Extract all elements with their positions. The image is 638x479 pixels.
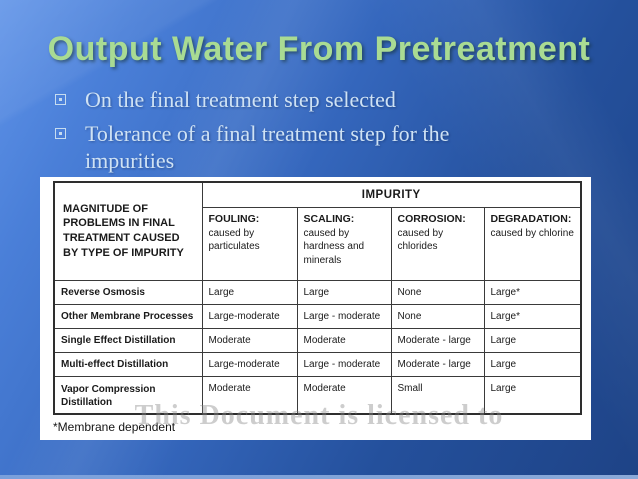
bullet-list: On the final treatment step selected Tol…	[55, 86, 575, 181]
bottom-edge-strip	[0, 475, 638, 479]
impurity-table: MAGNITUDE OF PROBLEMS IN FINAL TREATMENT…	[53, 181, 583, 415]
column-subtitle: caused by particulates	[208, 227, 260, 253]
column-header-degradation: DEGRADATION: caused by chlorine	[483, 206, 582, 281]
table-footnote: *Membrane dependent	[53, 420, 176, 434]
table-cell: None	[390, 279, 485, 305]
column-title: DEGRADATION:	[490, 212, 572, 225]
watermark: This Document is licensed to	[134, 400, 504, 431]
impurity-header-cell: IMPURITY	[201, 181, 582, 208]
square-bullet-icon	[55, 94, 66, 105]
row-label: Multi-effect Distillation	[53, 351, 203, 377]
table-cell: Large	[483, 351, 582, 377]
column-title: SCALING:	[303, 212, 355, 225]
table-cell: Large	[201, 279, 298, 305]
column-header-scaling: SCALING: caused by hardness and minerals	[296, 206, 392, 281]
table-cell: Large - moderate	[296, 303, 392, 329]
table-row: Single Effect Distillation Moderate Mode…	[53, 327, 582, 353]
bullet-item: Tolerance of a final treatment step for …	[55, 120, 575, 174]
impurity-header-row: MAGNITUDE OF PROBLEMS IN FINAL TREATMENT…	[53, 181, 582, 281]
bullet-text: On the final treatment step selected	[85, 87, 396, 112]
table-row: Other Membrane Processes Large-moderate …	[53, 303, 582, 329]
row-label: Reverse Osmosis	[53, 279, 203, 305]
table-row: Reverse Osmosis Large Large None Large*	[53, 279, 582, 305]
row-label: Vapor Compression Distillation	[53, 375, 203, 414]
square-bullet-icon	[55, 128, 66, 139]
table-row: Multi-effect Distillation Large-moderate…	[53, 351, 582, 377]
square-bullet-inner-icon	[59, 98, 62, 101]
table-row: Vapor Compression Distillation Moderate …	[53, 375, 582, 414]
table-panel: MAGNITUDE OF PROBLEMS IN FINAL TREATMENT…	[40, 177, 591, 440]
table-cell: Large-moderate	[201, 303, 298, 329]
column-subtitle: caused by chlorine	[490, 227, 574, 239]
table-cell: Large	[483, 327, 582, 353]
table-cell: None	[390, 303, 485, 329]
table-cell: Large - moderate	[296, 351, 392, 377]
slide-title: Output Water From Pretreatment	[47, 30, 591, 68]
table-cell: Large	[483, 375, 582, 414]
square-bullet-inner-icon	[59, 132, 62, 135]
bullet-text: Tolerance of a final treatment step for …	[85, 121, 450, 173]
column-header-corrosion: CORROSION: caused by chlorides	[390, 206, 485, 281]
column-subtitle: caused by hardness and minerals	[303, 227, 365, 266]
table-cell: Small	[390, 375, 485, 414]
table-cell: Moderate	[296, 327, 392, 353]
table-cell: Large*	[483, 303, 582, 329]
column-header-fouling: FOULING: caused by particulates	[201, 206, 298, 281]
column-subtitle: caused by chlorides	[397, 227, 444, 253]
table-cell: Moderate	[201, 327, 298, 353]
table-cell: Large*	[483, 279, 582, 305]
table-cell: Large-moderate	[201, 351, 298, 377]
table-cell: Moderate	[201, 375, 298, 414]
column-title: CORROSION:	[397, 212, 466, 225]
corner-header-cell: MAGNITUDE OF PROBLEMS IN FINAL TREATMENT…	[53, 181, 203, 281]
row-label: Single Effect Distillation	[53, 327, 203, 353]
row-label: Other Membrane Processes	[53, 303, 203, 329]
table-cell: Large	[296, 279, 392, 305]
table-cell: Moderate - large	[390, 327, 485, 353]
table-cell: Moderate - large	[390, 351, 485, 377]
column-title: FOULING:	[208, 212, 260, 225]
bullet-item: On the final treatment step selected	[55, 86, 575, 113]
